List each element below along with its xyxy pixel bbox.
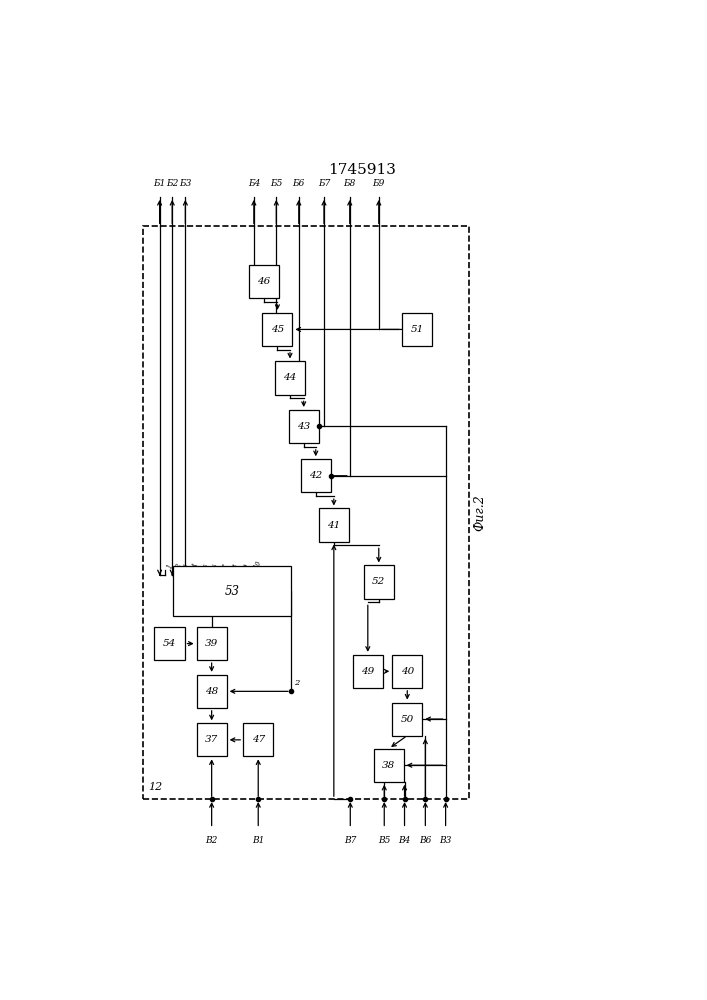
Text: 10: 10 — [253, 559, 263, 569]
Text: 48: 48 — [205, 687, 218, 696]
Text: 50: 50 — [401, 715, 414, 724]
Text: 54: 54 — [163, 639, 176, 648]
Text: Б5: Б5 — [270, 179, 283, 188]
Text: 8: 8 — [231, 563, 240, 569]
Text: 46: 46 — [257, 277, 270, 286]
Text: Б3: Б3 — [179, 179, 192, 188]
Text: 52: 52 — [372, 578, 385, 586]
Text: 7: 7 — [221, 563, 230, 569]
Text: Б8: Б8 — [344, 179, 356, 188]
Text: 2: 2 — [293, 679, 299, 687]
Text: Фиг.2: Фиг.2 — [474, 494, 486, 531]
Text: В4: В4 — [398, 836, 411, 845]
Text: 53: 53 — [224, 585, 240, 598]
Text: Б7: Б7 — [317, 179, 330, 188]
Text: 38: 38 — [382, 761, 395, 770]
Text: 42: 42 — [309, 471, 322, 480]
Bar — [353, 655, 383, 688]
Bar — [197, 627, 227, 660]
Bar — [363, 565, 394, 599]
Bar — [300, 459, 331, 492]
Text: 47: 47 — [252, 735, 265, 744]
Bar — [262, 313, 293, 346]
Text: 9: 9 — [242, 563, 251, 569]
Text: В1: В1 — [252, 836, 264, 845]
Text: 12: 12 — [148, 782, 163, 792]
Text: 1: 1 — [215, 611, 221, 619]
Text: В2: В2 — [206, 836, 218, 845]
Text: 51: 51 — [411, 325, 423, 334]
Bar — [243, 723, 274, 756]
Text: 1745913: 1745913 — [328, 163, 397, 177]
Bar — [392, 703, 422, 736]
Text: 3: 3 — [182, 563, 192, 569]
Text: 37: 37 — [205, 735, 218, 744]
Text: 45: 45 — [271, 325, 284, 334]
Text: 44: 44 — [284, 373, 297, 382]
Bar — [154, 627, 185, 660]
Bar — [319, 508, 349, 542]
Text: 1: 1 — [166, 563, 175, 569]
Text: В5: В5 — [378, 836, 390, 845]
Text: 40: 40 — [401, 667, 414, 676]
Bar — [249, 265, 279, 298]
Text: В7: В7 — [344, 836, 356, 845]
Text: 6: 6 — [211, 563, 220, 569]
Text: 41: 41 — [327, 521, 341, 530]
Bar — [144, 226, 469, 799]
Text: Б2: Б2 — [166, 179, 178, 188]
Text: Б1: Б1 — [153, 179, 166, 188]
Text: 39: 39 — [205, 639, 218, 648]
Text: 4: 4 — [191, 563, 200, 569]
Text: 5: 5 — [201, 563, 211, 569]
Bar — [392, 655, 422, 688]
Bar — [402, 313, 432, 346]
Bar — [288, 410, 319, 443]
Text: 49: 49 — [361, 667, 375, 676]
Text: 43: 43 — [297, 422, 310, 431]
Text: Б6: Б6 — [293, 179, 305, 188]
Text: В3: В3 — [440, 836, 452, 845]
Text: 2: 2 — [175, 563, 183, 569]
Text: В6: В6 — [419, 836, 431, 845]
Bar — [373, 749, 404, 782]
Bar — [173, 566, 291, 616]
Text: Б9: Б9 — [373, 179, 385, 188]
Bar — [197, 723, 227, 756]
Text: Б4: Б4 — [247, 179, 260, 188]
Bar — [275, 361, 305, 395]
Bar — [197, 675, 227, 708]
